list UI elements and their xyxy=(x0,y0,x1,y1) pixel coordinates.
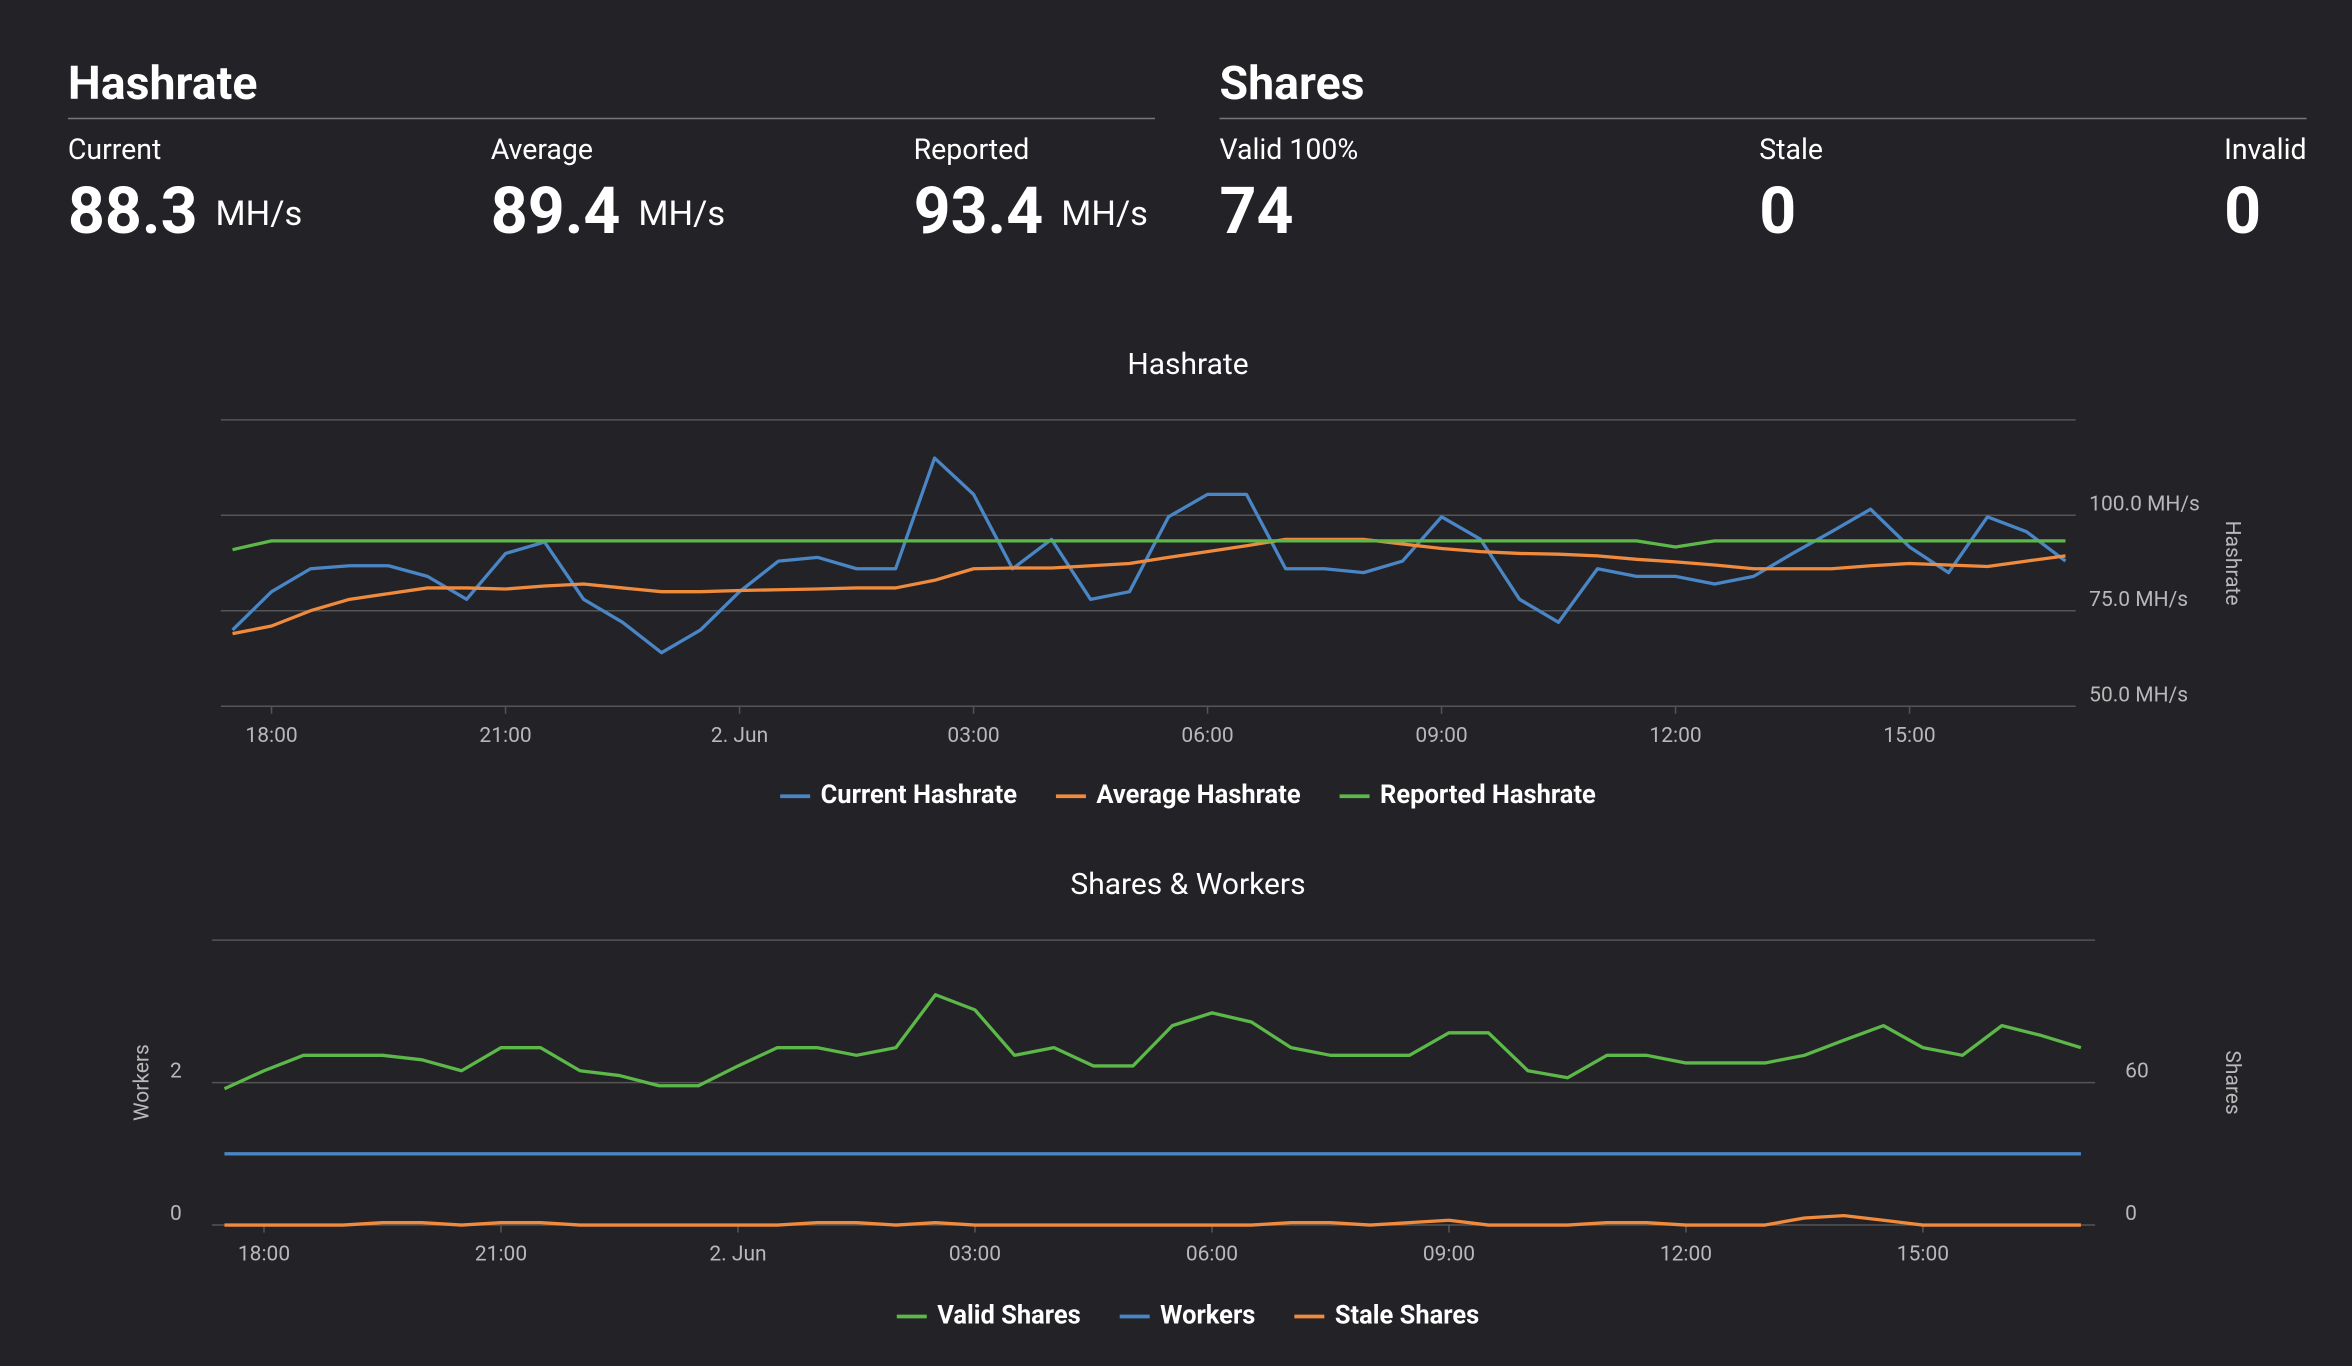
legend-label: Current Hashrate xyxy=(821,780,1018,810)
y-tick-label: 50.0 MH/s xyxy=(2089,683,2188,707)
y2-tick-label: 0 xyxy=(2125,1202,2137,1226)
x-tick-label: 18:00 xyxy=(245,724,297,748)
x-tick-label: 03:00 xyxy=(947,724,999,748)
chart-title: Shares & Workers xyxy=(1070,867,1305,902)
y-axis-title: Workers xyxy=(130,1044,154,1121)
stat-label: Average xyxy=(491,133,593,166)
y2-tick-label: 60 xyxy=(2125,1060,2149,1084)
x-tick-label: 03:00 xyxy=(949,1243,1001,1267)
stat-number: 89.4 xyxy=(491,173,621,249)
legend: Valid Shares Workers Stale Shares xyxy=(896,1300,1479,1330)
stat-value: 0 xyxy=(1759,173,1796,249)
stat-number: 88.3 xyxy=(68,173,198,249)
series-line xyxy=(223,993,2082,1091)
y-axis-title: Hashrate xyxy=(2220,521,2244,606)
stat-unit: MH/s xyxy=(1061,194,1148,234)
x-tick-label: 21:00 xyxy=(475,1243,527,1267)
x-tick-label: 12:00 xyxy=(1660,1243,1712,1267)
stat-value: 0 xyxy=(2224,173,2261,249)
stat-unit: MH/s xyxy=(216,194,303,234)
y-tick-label: 75.0 MH/s xyxy=(2089,588,2188,612)
legend-label: Stale Shares xyxy=(1335,1300,1479,1330)
x-tick-label: 2. Jun xyxy=(711,724,768,748)
x-tick-label: 06:00 xyxy=(1186,1243,1238,1267)
stat-value: 88.3 MH/s xyxy=(68,173,302,249)
legend-label: Reported Hashrate xyxy=(1380,780,1596,810)
legend-label: Average Hashrate xyxy=(1096,780,1300,810)
x-tick-label: 09:00 xyxy=(1415,724,1467,748)
series-line xyxy=(231,456,2067,655)
y-tick-label: 100.0 MH/s xyxy=(2089,492,2200,516)
legend: Current Hashrate Average Hashrate Reported… xyxy=(780,780,1596,810)
legend-label: Workers xyxy=(1160,1300,1255,1330)
y-tick-label: 0 xyxy=(170,1202,182,1226)
stat-value: 93.4 MH/s xyxy=(914,173,1148,249)
stat-value: 89.4 MH/s xyxy=(491,173,725,249)
legend-label: Valid Shares xyxy=(937,1300,1080,1330)
x-tick-label: 09:00 xyxy=(1423,1243,1475,1267)
y-tick-label: 2 xyxy=(170,1060,182,1084)
stat-unit: MH/s xyxy=(638,194,725,234)
series-line xyxy=(224,1213,2081,1227)
series-line xyxy=(232,537,2066,636)
chart-title: Hashrate xyxy=(1127,347,1248,382)
x-tick-label: 06:00 xyxy=(1181,724,1233,748)
x-tick-label: 2. Jun xyxy=(709,1243,766,1267)
series-line xyxy=(232,539,2066,552)
x-tick-label: 18:00 xyxy=(238,1243,290,1267)
stat-label: Invalid xyxy=(2224,133,2306,166)
x-tick-label: 15:00 xyxy=(1883,724,1935,748)
stat-label: Current xyxy=(68,133,161,166)
x-tick-label: 12:00 xyxy=(1649,724,1701,748)
stat-label: Stale xyxy=(1759,133,1823,166)
section-title: Shares xyxy=(1219,57,1364,111)
x-tick-label: 21:00 xyxy=(479,724,531,748)
x-tick-label: 15:00 xyxy=(1897,1243,1949,1267)
stat-label: Reported xyxy=(914,133,1030,166)
stat-number: 93.4 xyxy=(914,173,1044,249)
y2-axis-title: Shares xyxy=(2220,1050,2244,1114)
stat-value: 74 xyxy=(1219,173,1293,249)
section-title: Hashrate xyxy=(68,57,258,111)
stat-label: Valid 100% xyxy=(1219,133,1358,166)
